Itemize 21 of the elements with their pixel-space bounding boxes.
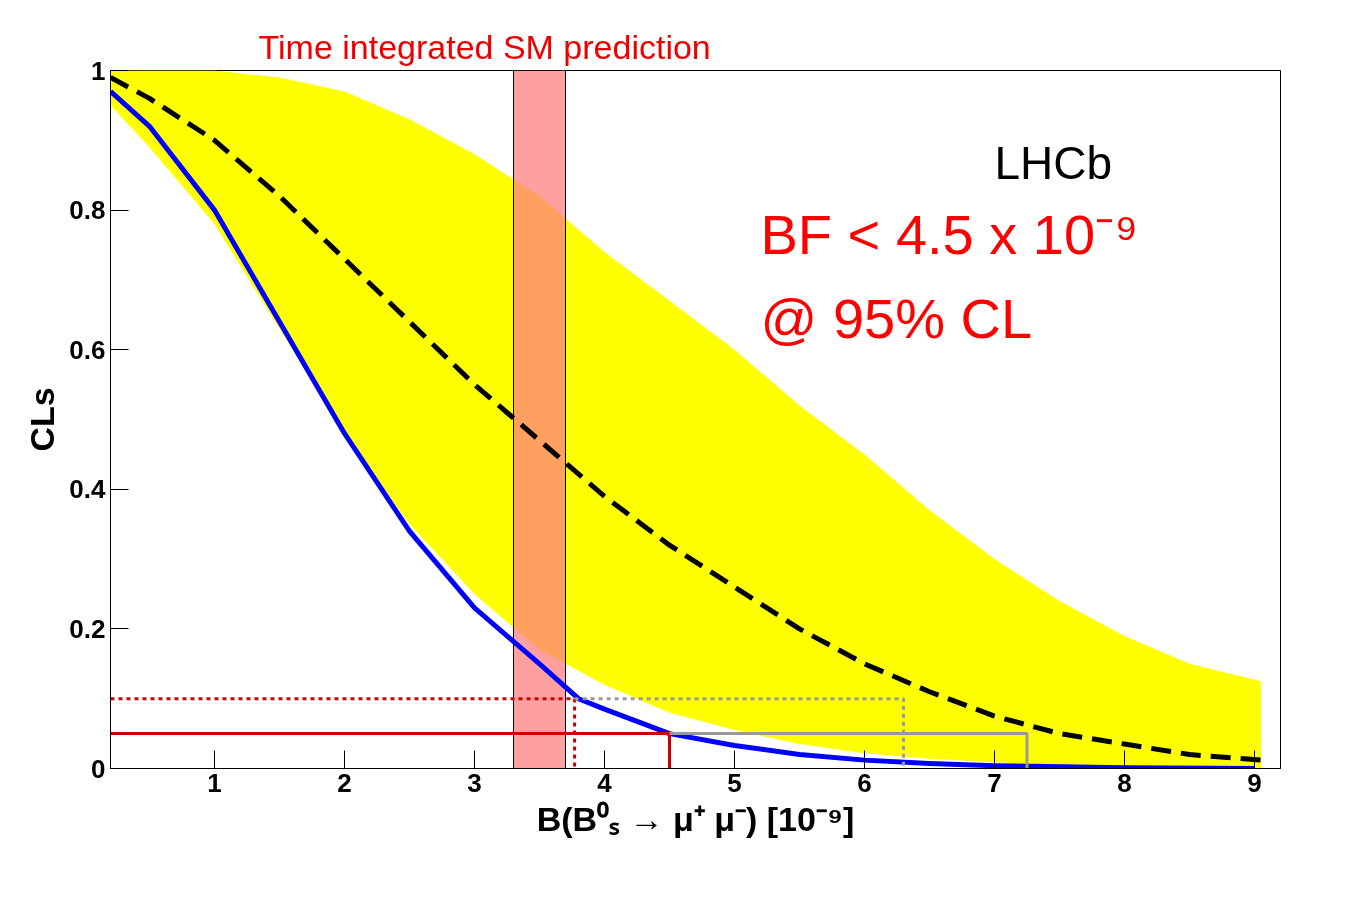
x-tick-label: 8 bbox=[1117, 767, 1132, 798]
y-tick-label: 0.4 bbox=[69, 474, 107, 505]
annotation: @ 95% CL bbox=[760, 286, 1033, 350]
y-tick-label: 0.6 bbox=[69, 334, 106, 365]
x-tick-label: 7 bbox=[987, 767, 1002, 798]
y-tick-label: 0 bbox=[91, 753, 106, 784]
annotation: LHCb bbox=[994, 137, 1113, 190]
x-tick-label: 1 bbox=[207, 767, 222, 798]
x-tick-label: 2 bbox=[337, 767, 352, 798]
annotation: BF < 4.5 x 10⁻⁹ bbox=[760, 202, 1139, 266]
y-tick-label: 0.8 bbox=[69, 195, 106, 226]
band-label: Time integrated SM prediction bbox=[258, 27, 711, 66]
x-tick-label: 9 bbox=[1247, 767, 1262, 798]
y-axis-title: CLs bbox=[23, 387, 62, 452]
y-tick-label: 1 bbox=[91, 55, 106, 86]
x-tick-label: 4 bbox=[597, 767, 613, 798]
x-tick-label: 5 bbox=[727, 767, 742, 798]
x-axis-title: B(B⁰ₛ → μ⁺ μ⁻) [10⁻⁹] bbox=[536, 799, 855, 838]
y-tick-label: 0.2 bbox=[69, 613, 106, 644]
x-tick-label: 6 bbox=[857, 767, 872, 798]
x-tick-label: 3 bbox=[467, 767, 482, 798]
